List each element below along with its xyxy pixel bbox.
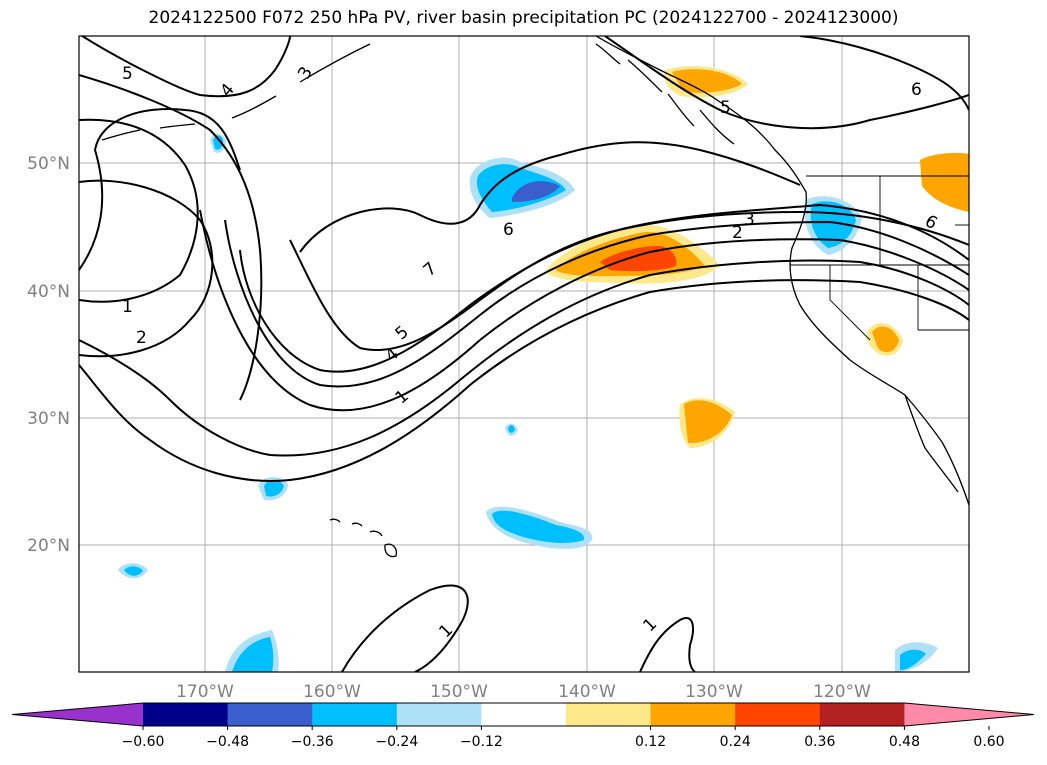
- lat-label: 20°N: [27, 536, 70, 556]
- positive-anomaly: [920, 152, 969, 212]
- contour-label: 2: [136, 328, 147, 348]
- baja-california: [904, 394, 959, 493]
- lon-label: 120°W: [813, 682, 871, 702]
- pv-contour: [79, 74, 263, 401]
- map-area: [79, 36, 969, 672]
- colorbar-tick-label: 0.12: [635, 734, 666, 750]
- colorbar-segment: [735, 703, 821, 726]
- negative-anomaly: [512, 181, 560, 202]
- coastlines: [101, 36, 969, 558]
- contour-label: 3: [744, 210, 755, 230]
- colorbar-extend-max: [904, 703, 1034, 726]
- positive-anomaly: [672, 69, 742, 93]
- contour-label: 6: [911, 80, 922, 100]
- latitude-labels: 50°N 40°N 30°N 20°N: [27, 154, 70, 556]
- contour-label: 1: [122, 297, 133, 317]
- contour-label: 2: [732, 223, 743, 243]
- colorbar-tick-label: −0.12: [460, 734, 503, 750]
- negative-anomaly: [124, 566, 143, 576]
- colorbar-extend-min: [12, 703, 143, 726]
- lat-label: 30°N: [27, 409, 70, 429]
- colorbar-tick-label: −0.24: [375, 734, 418, 750]
- pv-contour: [639, 617, 696, 672]
- colorbar-segment: [143, 703, 229, 726]
- pv-contour: [79, 259, 969, 457]
- pv-contour: [341, 584, 469, 672]
- colorbar-segment: [650, 703, 736, 726]
- pv-contour: [224, 219, 969, 388]
- contour-label: 5: [122, 64, 133, 84]
- pv-contour: [79, 279, 969, 482]
- positive-anomaly: [872, 326, 899, 353]
- lon-label: 140°W: [558, 682, 616, 702]
- colorbar: −0.60 −0.48 −0.36 −0.24 −0.12 0.12 0.24 0.36 0.4…: [11, 702, 1035, 750]
- lat-label: 50°N: [27, 154, 70, 174]
- pv-contours: [79, 36, 969, 672]
- colorbar-segment: [396, 703, 482, 726]
- negative-anomaly: [232, 637, 274, 672]
- aleutian-chain: [101, 43, 371, 141]
- political-borders: [790, 175, 969, 341]
- lat-label: 40°N: [27, 282, 70, 302]
- map-frame: [78, 35, 970, 673]
- colorbar-segment: [312, 703, 398, 726]
- lon-label: 150°W: [430, 682, 488, 702]
- pv-contour: [79, 108, 241, 271]
- colorbar-tick-label: 0.24: [720, 734, 751, 750]
- negative-anomaly: [264, 480, 284, 497]
- pv-contour: [604, 36, 969, 130]
- lon-label: 170°W: [176, 682, 234, 702]
- longitude-labels: 170°W 160°W 150°W 140°W 130°W 120°W: [176, 682, 871, 702]
- colorbar-segment: [819, 703, 905, 726]
- colorbar-segment: [481, 703, 567, 726]
- positive-anomaly: [600, 246, 677, 272]
- pv-contour: [799, 36, 969, 111]
- pv-contour: [199, 209, 969, 412]
- lon-label: 130°W: [685, 682, 743, 702]
- contour-label: 6: [503, 220, 514, 240]
- positive-anomaly: [684, 400, 732, 444]
- colorbar-segment: [227, 703, 313, 726]
- negative-anomaly: [508, 425, 515, 433]
- contour-label: 5: [720, 98, 731, 118]
- north-america-coast: [595, 36, 969, 506]
- colorbar-tick-label: −0.36: [291, 734, 334, 750]
- pv-contour: [239, 203, 969, 373]
- negative-anomaly: [492, 510, 585, 543]
- colorbar-tick-label: −0.60: [122, 734, 165, 750]
- colorbar-tick-label: 0.36: [804, 734, 835, 750]
- hawaii-islands: [329, 518, 398, 558]
- pv-contour: [299, 141, 801, 253]
- alaska-panhandle-islands: [595, 43, 735, 145]
- lon-label: 160°W: [303, 682, 361, 702]
- colorbar-tick-label: 0.60: [973, 734, 1004, 750]
- negative-anomaly: [900, 649, 926, 670]
- pv-contour: [79, 118, 199, 303]
- map-title: 2024122500 F072 250 hPa PV, river basin …: [148, 8, 899, 28]
- negative-anomaly: [213, 135, 223, 150]
- colorbar-segment: [566, 703, 652, 726]
- colorbar-tick-label: 0.48: [889, 734, 920, 750]
- colorbar-tick-label: −0.48: [206, 734, 249, 750]
- pv-contour: [79, 179, 214, 358]
- pv-contour: [80, 36, 291, 98]
